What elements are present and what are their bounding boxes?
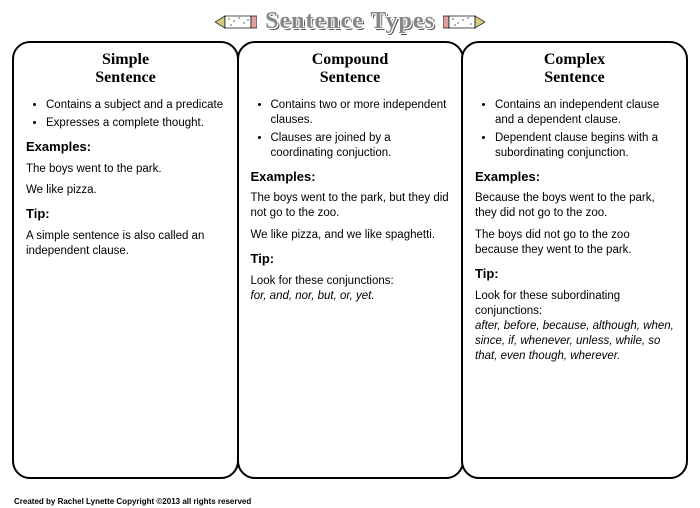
bullet-item: Expresses a complete thought. [46, 116, 225, 131]
tip-intro: Look for these conjunctions: [251, 275, 394, 287]
column-heading: Complex Sentence [475, 51, 674, 88]
pencil-right-icon [443, 13, 485, 31]
example-text: The boys went to the park. [26, 162, 225, 177]
column-complex: Complex Sentence Contains an independent… [461, 41, 688, 479]
tip-intro: Look for these subordinating conjunction… [475, 290, 620, 317]
definition-list: Contains two or more independent clauses… [251, 98, 450, 161]
column-heading: Compound Sentence [251, 51, 450, 88]
tip-label: Tip: [475, 266, 674, 283]
heading-line2: Sentence [95, 69, 155, 86]
example-text: We like pizza. [26, 183, 225, 198]
heading-line1: Simple [102, 51, 149, 68]
heading-line2: Sentence [320, 69, 380, 86]
heading-line1: Compound [312, 51, 388, 68]
bullet-item: Contains an independent clause and a dep… [495, 98, 674, 128]
column-heading: Simple Sentence [26, 51, 225, 88]
columns-container: Simple Sentence Contains a subject and a… [12, 41, 688, 479]
tip-text: A simple sentence is also called an inde… [26, 229, 225, 259]
heading-line1: Complex [544, 51, 605, 68]
tip-text: Look for these subordinating conjunction… [475, 289, 674, 364]
title-row: Sentence Types [12, 8, 688, 35]
definition-list: Contains an independent clause and a dep… [475, 98, 674, 161]
bullet-item: Clauses are joined by a coordinating con… [271, 131, 450, 161]
example-text: The boys went to the park, but they did … [251, 191, 450, 221]
example-text: Because the boys went to the park, they … [475, 191, 674, 221]
examples-label: Examples: [251, 169, 450, 186]
copyright-footer: Created by Rachel Lynette Copyright ©201… [14, 497, 251, 506]
page-title: Sentence Types [265, 8, 435, 35]
definition-list: Contains a subject and a predicate Expre… [26, 98, 225, 131]
tip-label: Tip: [251, 251, 450, 268]
tip-italic: after, before, because, although, when, … [475, 320, 674, 362]
examples-label: Examples: [26, 139, 225, 156]
heading-line2: Sentence [544, 69, 604, 86]
example-text: We like pizza, and we like spaghetti. [251, 228, 450, 243]
column-compound: Compound Sentence Contains two or more i… [237, 41, 464, 479]
bullet-item: Contains a subject and a predicate [46, 98, 225, 113]
examples-label: Examples: [475, 169, 674, 186]
tip-label: Tip: [26, 206, 225, 223]
pencil-left-icon [215, 13, 257, 31]
example-text: The boys did not go to the zoo because t… [475, 228, 674, 258]
bullet-item: Contains two or more independent clauses… [271, 98, 450, 128]
column-simple: Simple Sentence Contains a subject and a… [12, 41, 239, 479]
bullet-item: Dependent clause begins with a subordina… [495, 131, 674, 161]
tip-text: Look for these conjunctions: for, and, n… [251, 274, 450, 304]
tip-italic: for, and, nor, but, or, yet. [251, 290, 375, 302]
